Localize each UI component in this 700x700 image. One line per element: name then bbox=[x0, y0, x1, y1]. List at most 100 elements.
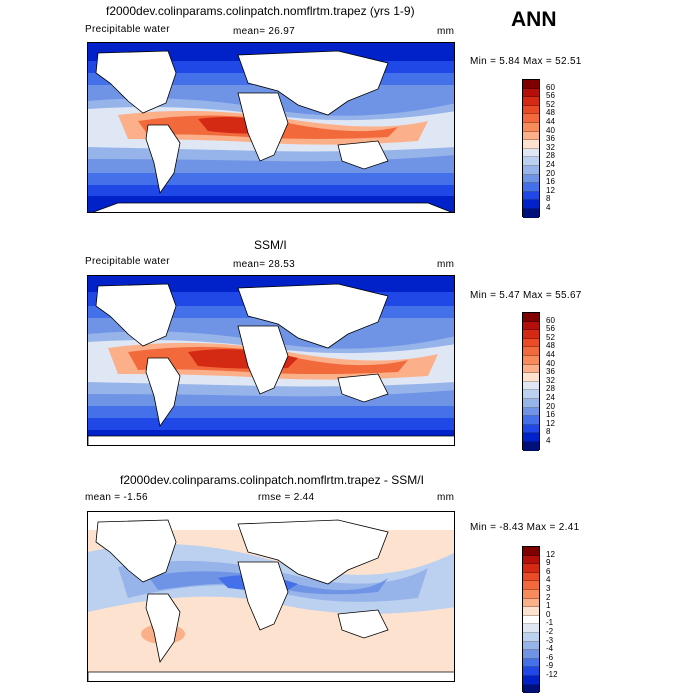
panel2-north-america bbox=[95, 283, 177, 347]
colorbar-swatch bbox=[523, 581, 539, 590]
panel3-title: f2000dev.colinparams.colinpatch.nomflrtm… bbox=[120, 473, 424, 487]
panel2-title: SSM/I bbox=[254, 238, 287, 252]
colorbar-swatch bbox=[523, 373, 539, 382]
colorbar-swatch bbox=[523, 624, 539, 633]
panel3-colorbar bbox=[522, 546, 540, 694]
panel1-australia bbox=[337, 140, 389, 170]
colorbar-tick-label: -3 bbox=[546, 635, 554, 645]
colorbar-tick-label: 0 bbox=[546, 609, 551, 619]
colorbar-tick-label: 4 bbox=[546, 575, 551, 585]
colorbar-swatch bbox=[523, 313, 539, 322]
colorbar-tick-label: 12 bbox=[546, 549, 555, 559]
colorbar-tick-label: 16 bbox=[546, 410, 555, 420]
colorbar-swatch bbox=[523, 632, 539, 642]
panel2-africa bbox=[237, 325, 289, 395]
colorbar-tick-label: -12 bbox=[546, 670, 558, 679]
colorbar-swatch bbox=[523, 105, 539, 115]
panel1-north-america bbox=[95, 50, 177, 114]
colorbar-tick-label: 24 bbox=[546, 160, 555, 169]
colorbar-swatch bbox=[523, 183, 539, 192]
colorbar-swatch bbox=[523, 416, 539, 425]
panel3-land bbox=[88, 519, 454, 681]
colorbar-swatch bbox=[523, 607, 539, 616]
colorbar-swatch bbox=[523, 398, 539, 408]
colorbar-swatch bbox=[523, 157, 539, 166]
panel1-mean: mean= 26.97 bbox=[233, 26, 295, 37]
colorbar-tick-label: -2 bbox=[546, 627, 554, 636]
colorbar-swatch bbox=[523, 338, 539, 348]
colorbar-swatch bbox=[523, 80, 539, 89]
colorbar-tick-label: 12 bbox=[546, 185, 555, 195]
colorbar-tick-label: 32 bbox=[546, 142, 555, 152]
colorbar-tick-label: 12 bbox=[546, 418, 555, 428]
colorbar-tick-label: 44 bbox=[546, 350, 555, 359]
colorbar-swatch bbox=[523, 355, 539, 365]
colorbar-swatch bbox=[523, 424, 539, 434]
colorbar-swatch bbox=[523, 564, 539, 573]
colorbar-swatch bbox=[523, 131, 539, 141]
colorbar-tick-label: 4 bbox=[546, 436, 551, 445]
colorbar-swatch bbox=[523, 650, 539, 659]
panel1-antarctica bbox=[92, 202, 453, 212]
colorbar-tick-label: 28 bbox=[546, 384, 555, 394]
colorbar-tick-label: 36 bbox=[546, 134, 555, 144]
colorbar-swatch bbox=[523, 200, 539, 209]
colorbar-tick-label: 9 bbox=[546, 558, 551, 568]
colorbar-tick-label: 3 bbox=[546, 584, 551, 593]
panel3-minmax: Min = -8.43 Max = 2.41 bbox=[470, 522, 580, 533]
panel2-minmax: Min = 5.47 Max = 55.67 bbox=[470, 290, 582, 301]
colorbar-tick-label: 6 bbox=[546, 566, 551, 576]
colorbar-swatch bbox=[523, 667, 539, 676]
panel3-africa bbox=[237, 561, 289, 631]
colorbar-swatch bbox=[523, 208, 539, 218]
panel3-eurasia bbox=[237, 519, 389, 585]
panel2-antarctica bbox=[88, 435, 454, 445]
colorbar-tick-label: 60 bbox=[546, 82, 555, 92]
colorbar-swatch bbox=[523, 390, 539, 399]
panel1-map bbox=[87, 42, 455, 213]
colorbar-tick-label: -6 bbox=[546, 652, 554, 662]
panel2-colorbar bbox=[522, 312, 540, 451]
colorbar-tick-label: 40 bbox=[546, 125, 555, 135]
panel1-minmax: Min = 5.84 Max = 52.51 bbox=[470, 56, 582, 67]
colorbar-swatch bbox=[523, 330, 539, 339]
colorbar-swatch bbox=[523, 598, 539, 608]
colorbar-swatch bbox=[523, 122, 539, 132]
panel2-mean: mean= 28.53 bbox=[233, 259, 295, 270]
panel2-south-america bbox=[145, 357, 181, 427]
panel1-eurasia bbox=[237, 50, 389, 116]
panel3-north-america bbox=[95, 519, 177, 583]
colorbar-swatch bbox=[523, 364, 539, 374]
colorbar-tick-label: -4 bbox=[546, 644, 554, 654]
panel1-south-america bbox=[145, 124, 181, 194]
panel3-antarctica bbox=[88, 671, 454, 681]
panel2-land bbox=[88, 283, 454, 445]
colorbar-swatch bbox=[523, 347, 539, 356]
panel3-map bbox=[87, 511, 455, 682]
panel1-colorbar bbox=[522, 79, 540, 218]
panel3-south-america bbox=[145, 593, 181, 663]
colorbar-swatch bbox=[523, 555, 539, 565]
colorbar-tick-label: 40 bbox=[546, 358, 555, 368]
colorbar-tick-label: 48 bbox=[546, 341, 555, 351]
colorbar-tick-label: 56 bbox=[546, 324, 555, 334]
colorbar-tick-label: 36 bbox=[546, 367, 555, 377]
colorbar-tick-label: 2 bbox=[546, 592, 551, 602]
colorbar-swatch bbox=[523, 191, 539, 201]
panel2-variable: Precipitable water bbox=[85, 256, 170, 267]
colorbar-swatch bbox=[523, 148, 539, 158]
colorbar-tick-label: 48 bbox=[546, 108, 555, 118]
colorbar-tick-label: 60 bbox=[546, 315, 555, 325]
panel1-land bbox=[92, 50, 453, 212]
colorbar-swatch bbox=[523, 114, 539, 123]
colorbar-swatch bbox=[523, 433, 539, 442]
colorbar-tick-label: 20 bbox=[546, 401, 555, 411]
colorbar-swatch bbox=[523, 615, 539, 625]
panel3-australia bbox=[337, 609, 389, 639]
panel3-rmse: rmse = 2.44 bbox=[258, 492, 315, 503]
colorbar-tick-label: 8 bbox=[546, 427, 551, 437]
colorbar-tick-label: 24 bbox=[546, 393, 555, 402]
panel2-units: mm bbox=[437, 259, 455, 270]
colorbar-swatch bbox=[523, 88, 539, 98]
colorbar-tick-label: -1 bbox=[546, 618, 554, 628]
